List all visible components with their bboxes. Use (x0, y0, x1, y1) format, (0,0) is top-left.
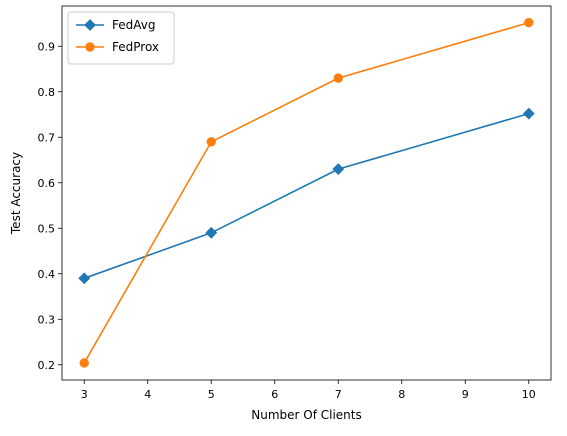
plot-frame (61, 5, 552, 381)
legend-swatch-marker (84, 19, 96, 31)
series-fedprox (79, 17, 534, 368)
axes (61, 5, 552, 381)
y-tick-label: 0.9 (38, 40, 56, 53)
series-fedavg (78, 107, 535, 285)
tick-labels: 3 4 5 6 7 8 9 10 0.2 0.3 0.4 0.5 0.6 0.7 0.8 0.9 (38, 40, 536, 401)
series-line-fedavg (83, 112, 529, 280)
x-tick-label: 7 (335, 388, 342, 401)
series-line-fedprox (83, 21, 529, 364)
y-tick-label: 0.5 (38, 222, 56, 235)
data-point-fedprox (206, 137, 216, 147)
data-point-fedavg (332, 163, 345, 176)
data-point-fedavg (205, 226, 218, 239)
legend-swatch-marker (85, 42, 95, 52)
data-point-fedavg (78, 272, 91, 285)
x-tick-label: 9 (462, 388, 469, 401)
data-point-fedprox (79, 358, 89, 368)
plot-area (78, 17, 535, 368)
data-point-fedprox (524, 17, 534, 28)
y-tick-label: 0.4 (38, 268, 56, 281)
x-axis-label: Number Of Clients (251, 408, 362, 422)
x-tick-label: 3 (81, 388, 88, 401)
legend-label: FedAvg (112, 18, 155, 32)
y-axis-label: Test Accuracy (9, 152, 23, 235)
y-tick-label: 0.2 (38, 359, 56, 372)
legend-item-fedavg: FedAvg (76, 18, 155, 32)
data-point-fedprox (333, 73, 343, 83)
legend-label: FedProx (112, 40, 159, 54)
x-tick-label: 10 (522, 388, 536, 401)
x-tick-label: 8 (398, 388, 405, 401)
y-tick-label: 0.8 (38, 86, 56, 99)
legend-item-fedprox: FedProx (76, 40, 159, 54)
x-tick-label: 6 (271, 388, 278, 401)
x-tick-label: 4 (144, 388, 151, 401)
y-tick-label: 0.7 (38, 131, 56, 144)
data-point-fedavg (522, 107, 535, 120)
y-tick-label: 0.3 (38, 313, 56, 326)
legend: FedAvg FedProx (67, 11, 175, 65)
y-tick-label: 0.6 (38, 177, 56, 190)
x-tick-label: 5 (208, 388, 215, 401)
